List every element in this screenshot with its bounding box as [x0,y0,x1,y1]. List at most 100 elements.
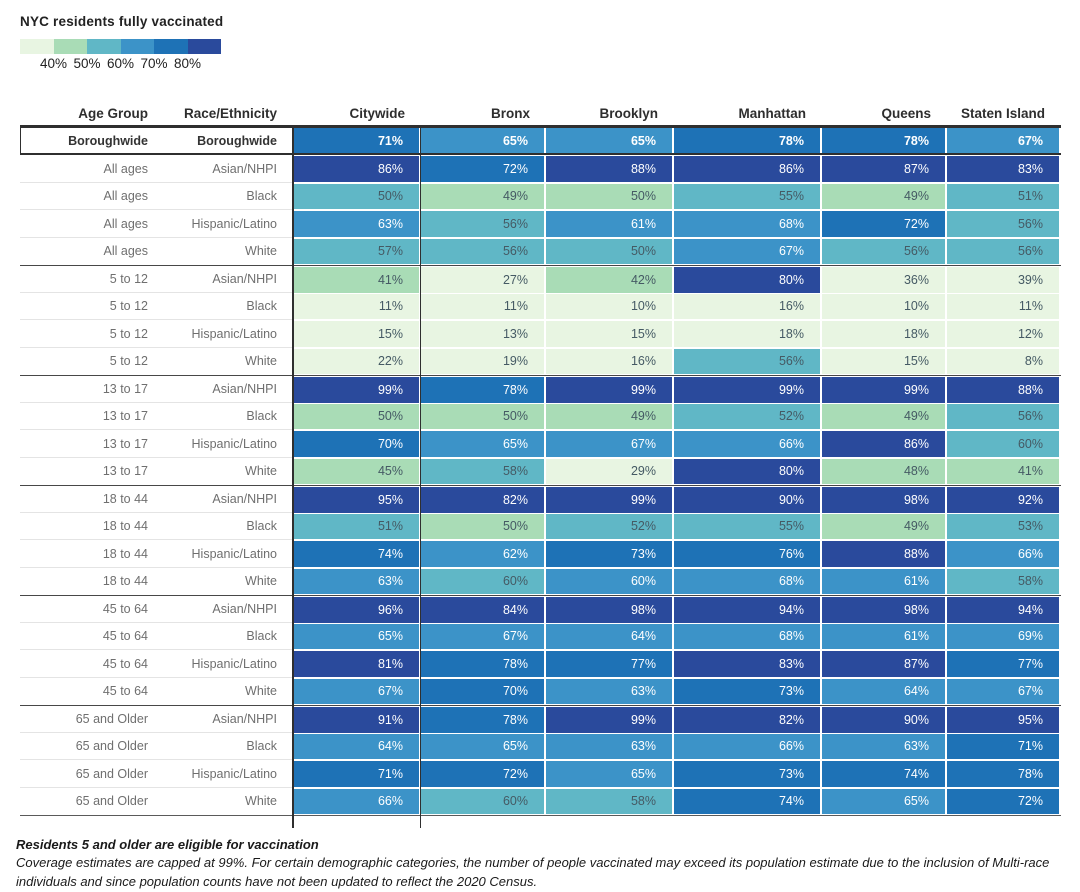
heatmap-cell[interactable]: 13% [421,321,544,347]
heatmap-cell[interactable]: 49% [822,403,945,429]
heatmap-cell[interactable]: 50% [292,183,419,209]
heatmap-cell[interactable]: 78% [674,128,820,153]
heatmap-cell[interactable]: 83% [947,156,1059,182]
heatmap-cell[interactable]: 73% [674,678,820,704]
heatmap-cell[interactable]: 52% [674,403,820,429]
heatmap-cell[interactable]: 61% [822,623,945,649]
heatmap-cell[interactable]: 49% [421,183,544,209]
heatmap-cell[interactable]: 65% [421,431,544,457]
heatmap-cell[interactable]: 53% [947,513,1059,539]
heatmap-cell[interactable]: 50% [421,513,544,539]
heatmap-cell[interactable]: 98% [822,487,945,513]
heatmap-cell[interactable]: 80% [674,458,820,484]
heatmap-cell[interactable]: 65% [546,761,672,787]
heatmap-cell[interactable]: 72% [822,211,945,237]
heatmap-cell[interactable]: 58% [421,458,544,484]
heatmap-cell[interactable]: 60% [421,788,544,814]
heatmap-cell[interactable]: 95% [292,487,419,513]
heatmap-cell[interactable]: 92% [947,487,1059,513]
heatmap-cell[interactable]: 63% [822,733,945,759]
heatmap-cell[interactable]: 18% [822,321,945,347]
heatmap-cell[interactable]: 61% [546,211,672,237]
heatmap-cell[interactable]: 71% [947,733,1059,759]
heatmap-cell[interactable]: 29% [546,458,672,484]
heatmap-cell[interactable]: 41% [947,458,1059,484]
heatmap-cell[interactable]: 49% [822,513,945,539]
heatmap-cell[interactable]: 65% [421,128,544,153]
heatmap-cell[interactable]: 72% [421,156,544,182]
heatmap-cell[interactable]: 39% [947,267,1059,293]
heatmap-cell[interactable]: 50% [421,403,544,429]
heatmap-cell[interactable]: 51% [292,513,419,539]
heatmap-cell[interactable]: 50% [546,238,672,264]
heatmap-cell[interactable]: 45% [292,458,419,484]
heatmap-cell[interactable]: 58% [546,788,672,814]
heatmap-cell[interactable]: 42% [546,267,672,293]
heatmap-cell[interactable]: 12% [947,321,1059,347]
heatmap-cell[interactable]: 86% [674,156,820,182]
heatmap-cell[interactable]: 67% [674,238,820,264]
heatmap-cell[interactable]: 70% [421,678,544,704]
heatmap-cell[interactable]: 55% [674,183,820,209]
heatmap-cell[interactable]: 72% [421,761,544,787]
heatmap-cell[interactable]: 16% [674,293,820,319]
heatmap-cell[interactable]: 94% [947,597,1059,623]
heatmap-cell[interactable]: 11% [947,293,1059,319]
heatmap-cell[interactable]: 49% [546,403,672,429]
heatmap-cell[interactable]: 60% [947,431,1059,457]
heatmap-cell[interactable]: 58% [947,568,1059,594]
heatmap-cell[interactable]: 91% [292,707,419,733]
heatmap-cell[interactable]: 27% [421,267,544,293]
heatmap-cell[interactable]: 55% [674,513,820,539]
heatmap-cell[interactable]: 63% [292,211,419,237]
heatmap-cell[interactable]: 90% [674,487,820,513]
heatmap-cell[interactable]: 78% [421,651,544,677]
heatmap-cell[interactable]: 77% [947,651,1059,677]
heatmap-cell[interactable]: 10% [822,293,945,319]
heatmap-cell[interactable]: 99% [822,377,945,403]
heatmap-cell[interactable]: 65% [292,623,419,649]
heatmap-cell[interactable]: 73% [546,541,672,567]
heatmap-cell[interactable]: 84% [421,597,544,623]
heatmap-cell[interactable]: 22% [292,348,419,374]
heatmap-cell[interactable]: 71% [292,761,419,787]
heatmap-cell[interactable]: 16% [546,348,672,374]
heatmap-cell[interactable]: 10% [546,293,672,319]
heatmap-cell[interactable]: 64% [546,623,672,649]
heatmap-cell[interactable]: 96% [292,597,419,623]
heatmap-cell[interactable]: 83% [674,651,820,677]
heatmap-cell[interactable]: 63% [292,568,419,594]
heatmap-cell[interactable]: 63% [546,733,672,759]
heatmap-cell[interactable]: 19% [421,348,544,374]
heatmap-cell[interactable]: 67% [421,623,544,649]
heatmap-cell[interactable]: 74% [292,541,419,567]
heatmap-cell[interactable]: 67% [947,128,1059,153]
heatmap-cell[interactable]: 95% [947,707,1059,733]
heatmap-cell[interactable]: 61% [822,568,945,594]
heatmap-cell[interactable]: 67% [546,431,672,457]
heatmap-cell[interactable]: 66% [674,733,820,759]
heatmap-cell[interactable]: 36% [822,267,945,293]
heatmap-cell[interactable]: 98% [822,597,945,623]
heatmap-cell[interactable]: 77% [546,651,672,677]
heatmap-cell[interactable]: 56% [421,211,544,237]
heatmap-cell[interactable]: 50% [292,403,419,429]
heatmap-cell[interactable]: 69% [947,623,1059,649]
heatmap-cell[interactable]: 73% [674,761,820,787]
heatmap-cell[interactable]: 86% [292,156,419,182]
heatmap-cell[interactable]: 99% [546,487,672,513]
heatmap-cell[interactable]: 80% [674,267,820,293]
heatmap-cell[interactable]: 99% [546,377,672,403]
heatmap-cell[interactable]: 70% [292,431,419,457]
heatmap-cell[interactable]: 71% [292,128,419,153]
heatmap-cell[interactable]: 18% [674,321,820,347]
heatmap-cell[interactable]: 60% [421,568,544,594]
heatmap-cell[interactable]: 78% [421,377,544,403]
heatmap-cell[interactable]: 98% [546,597,672,623]
heatmap-cell[interactable]: 66% [947,541,1059,567]
heatmap-cell[interactable]: 66% [674,431,820,457]
heatmap-cell[interactable]: 64% [292,733,419,759]
heatmap-cell[interactable]: 57% [292,238,419,264]
heatmap-cell[interactable]: 90% [822,707,945,733]
heatmap-cell[interactable]: 67% [292,678,419,704]
